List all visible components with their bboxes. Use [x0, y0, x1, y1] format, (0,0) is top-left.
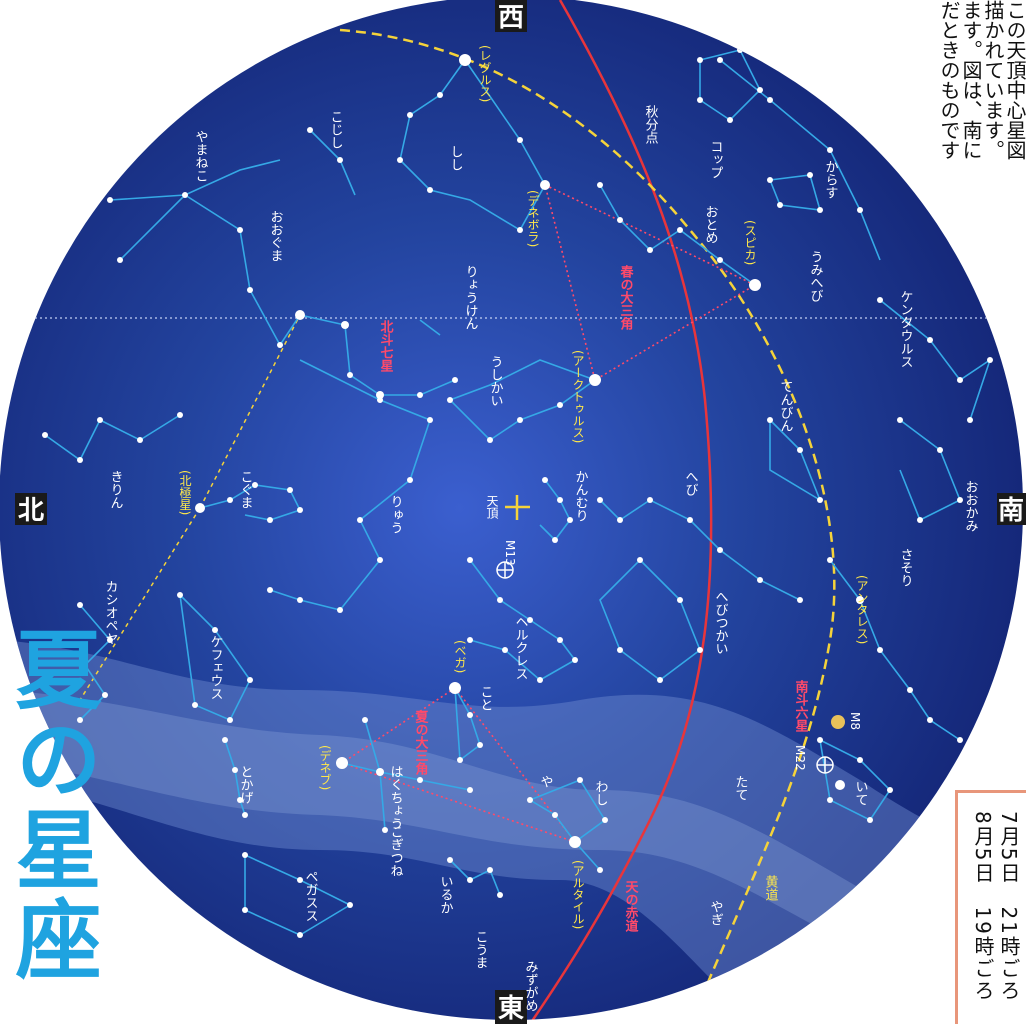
m8-symbol: [831, 715, 845, 729]
label-aquarius: みずがめ: [523, 960, 539, 1012]
label-hercules: ヘルクレス: [513, 615, 529, 680]
label-serpens: へび: [683, 470, 699, 496]
label-regulus: (レグルス): [478, 45, 492, 102]
label-virgo: おとめ: [703, 205, 718, 244]
note-line: だときのものです: [937, 0, 961, 160]
label-corona: かんむり: [573, 470, 588, 522]
note-line: ます。図は、南に: [959, 0, 983, 160]
label-bootes: うしかい: [488, 355, 503, 407]
label-spica: (スピカ): [743, 220, 757, 265]
label-zenith: 天頂: [485, 495, 499, 520]
label-lacerta: とかげ: [238, 765, 253, 804]
label-kirin: きりん: [108, 470, 123, 509]
label-libra: てんびん: [778, 380, 793, 432]
label-sagittarius: いて: [853, 780, 868, 806]
label-cygnus: はくちょう: [388, 765, 403, 830]
label-canes: りょうけん: [463, 265, 478, 330]
m13-symbol: [496, 561, 514, 579]
label-centaurus: ケンタウルス: [898, 290, 913, 368]
svg-text:南: 南: [998, 496, 1024, 526]
label-scorpius: さそり: [898, 548, 913, 587]
label-crater: コップ: [708, 140, 723, 179]
line-labels: 天の赤道 黄道: [623, 875, 779, 933]
label-arcturus: (アークトゥルス): [571, 350, 585, 443]
time-entry: 7月5日 21時ごろ: [997, 811, 1021, 1002]
constellation-labels: きりん カシオペヤ ケフェウス とかげ ペガスス こうま みずがめ いるか こぎ…: [103, 110, 978, 1012]
east-label: 東: [495, 990, 527, 1024]
label-aquila: わし: [593, 780, 609, 806]
label-lynx: やまねこ: [193, 130, 209, 182]
milky-way: [0, 640, 1023, 1020]
svg-text:東: 東: [498, 994, 524, 1024]
label-equinox: 秋分点: [643, 105, 659, 144]
west-label: 西: [495, 0, 527, 33]
label-pegasus: ペガスス: [303, 870, 319, 922]
south-label: 南: [997, 493, 1026, 526]
label-spring-triangle: 春の大三角: [618, 264, 635, 331]
note-line: 描かれています。: [981, 0, 1005, 160]
label-denebola: (デネボラ): [526, 190, 540, 247]
label-nanto: 南斗六星: [793, 679, 809, 733]
label-ophiuchus: へびつかい: [713, 590, 729, 655]
label-cassiopeia: カシオペヤ: [103, 580, 119, 645]
zenith-marker: [505, 495, 530, 520]
page-title: 夏の星座: [0, 625, 100, 985]
label-lupus: おおかみ: [963, 480, 978, 532]
star-field: [42, 47, 993, 938]
label-draco: りゅう: [388, 495, 403, 534]
note-line: この天頂中心星図: [1003, 0, 1026, 160]
svg-text:西: 西: [498, 3, 524, 33]
label-leo: しし: [448, 145, 463, 171]
label-vulpecula: こぎつね: [388, 825, 404, 877]
label-big-dipper: 北斗七星: [378, 320, 394, 373]
label-ecliptic: 黄道: [763, 875, 779, 901]
label-ursa-minor: こぐま: [238, 470, 253, 509]
label-ursa-major: おおぐま: [268, 210, 283, 262]
label-corvus: からす: [823, 160, 838, 199]
label-summer-triangle: 夏の大三角: [413, 710, 430, 776]
north-label: 北: [15, 493, 47, 526]
label-deneb: (デネブ): [318, 745, 332, 790]
label-m13: M13: [503, 540, 517, 566]
observation-times: 7月5日 21時ごろ 8月5日 19時ごろ: [955, 790, 1026, 1024]
label-equator: 天の赤道: [623, 880, 639, 933]
svg-text:北: 北: [18, 496, 44, 526]
label-vega: (ベガ): [453, 640, 467, 673]
label-m8: M8: [848, 712, 862, 730]
star-labels: (北極星) (ベガ) (デネブ) (アルタイル) (アークトゥルス) (スピカ)…: [178, 45, 869, 929]
label-sagitta: や: [538, 775, 554, 788]
label-capricornus: やぎ: [708, 900, 724, 926]
label-lyra: こと: [478, 685, 493, 711]
label-cepheus: ケフェウス: [208, 635, 223, 700]
label-leo-minor: こじし: [328, 110, 343, 149]
ecliptic: [339, 28, 836, 1020]
label-polaris: (北極星): [178, 470, 192, 515]
label-m22: M22: [793, 745, 807, 771]
asterism-labels: 春の大三角 夏の大三角 北斗七星 南斗六星: [378, 264, 809, 776]
label-delphinus: いるか: [438, 875, 453, 914]
m22-symbol: [816, 756, 834, 774]
label-scutum: たて: [733, 775, 748, 801]
label-antares: (アンタレス): [855, 575, 869, 644]
label-hydra: うみへび: [808, 250, 824, 302]
marker-labels: 天頂 M13 M22 M8 秋分点: [485, 105, 862, 771]
time-entry: 8月5日 19時ごろ: [971, 811, 995, 1002]
label-equuleus: こうま: [473, 930, 488, 969]
label-altair: (アルタイル): [571, 860, 585, 929]
spring-triangle: [543, 183, 757, 382]
description-text: この天頂中心星図 描かれています。 ます。図は、南に だときのものです: [937, 0, 1026, 230]
